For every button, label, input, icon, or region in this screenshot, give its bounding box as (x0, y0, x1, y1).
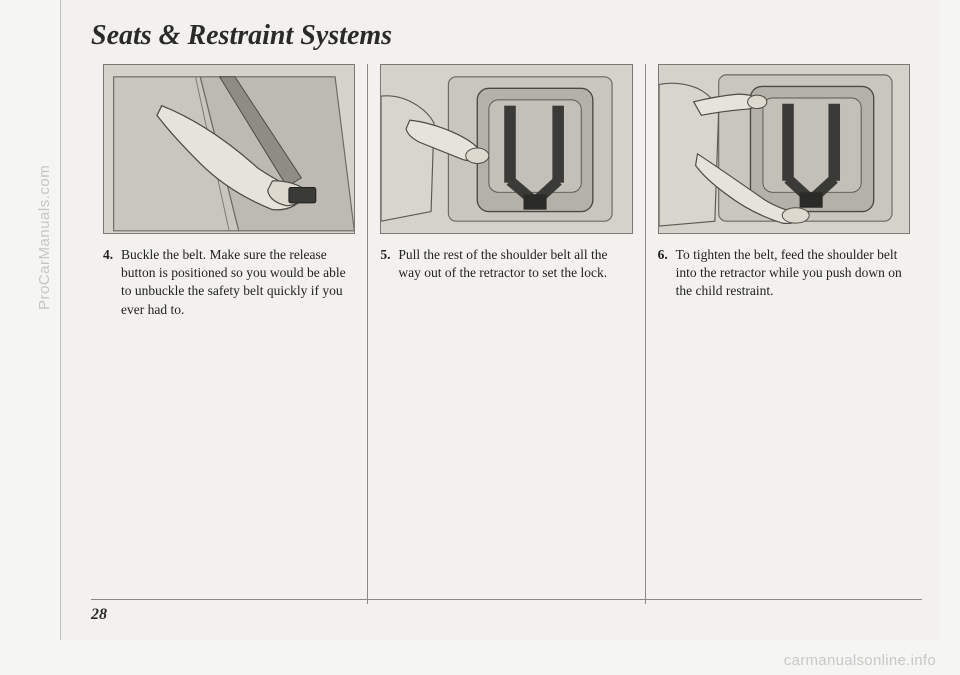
page-title: Seats & Restraint Systems (91, 20, 922, 52)
step-num: 5. (380, 246, 398, 282)
column-2: 5. Pull the rest of the shoulder belt al… (367, 64, 644, 604)
watermark-bottom: carmanualsonline.info (784, 652, 936, 669)
step-4: 4. Buckle the belt. Make sure the releas… (103, 246, 355, 319)
step-text: Buckle the belt. Make sure the release b… (121, 246, 355, 319)
step-6: 6. To tighten the belt, feed the shoulde… (658, 246, 910, 301)
bottom-rule (91, 599, 922, 600)
page-number: 28 (91, 606, 107, 624)
column-1: 4. Buckle the belt. Make sure the releas… (91, 64, 367, 604)
manual-page: Seats & Restraint Systems (60, 0, 940, 640)
illustration-tighten-belt (658, 64, 910, 234)
step-5: 5. Pull the rest of the shoulder belt al… (380, 246, 632, 282)
step-num: 6. (658, 246, 676, 301)
step-text: Pull the rest of the shoulder belt all t… (398, 246, 632, 282)
watermark-left: ProCarManuals.com (36, 165, 53, 310)
illustration-pull-belt (380, 64, 632, 234)
columns: 4. Buckle the belt. Make sure the releas… (91, 64, 922, 604)
step-text: To tighten the belt, feed the shoulder b… (676, 246, 910, 301)
column-3: 6. To tighten the belt, feed the shoulde… (645, 64, 922, 604)
illustration-buckle-belt (103, 64, 355, 234)
step-num: 4. (103, 246, 121, 319)
